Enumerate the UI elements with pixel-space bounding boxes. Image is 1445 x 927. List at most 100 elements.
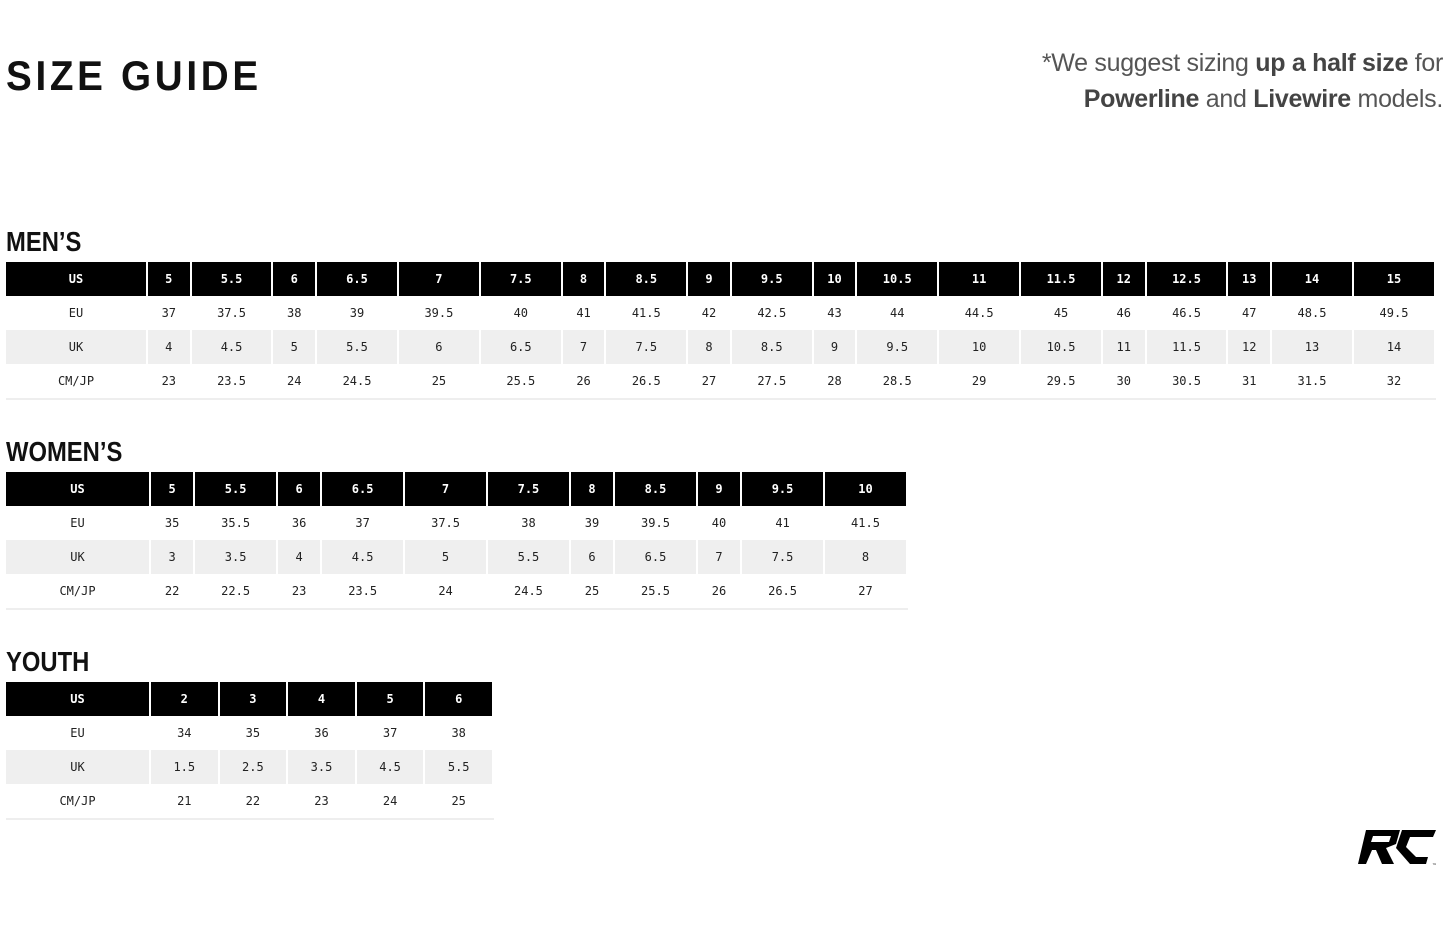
size-cell: 6 bbox=[277, 472, 323, 506]
size-cell: 31.5 bbox=[1271, 364, 1354, 400]
size-cell: 38 bbox=[487, 506, 571, 540]
size-cell: 22 bbox=[218, 784, 289, 820]
size-cell: 6.5 bbox=[614, 540, 698, 574]
size-cell: 13 bbox=[1227, 262, 1273, 296]
size-cell: 9 bbox=[812, 330, 858, 364]
size-cell: 13 bbox=[1271, 330, 1354, 364]
size-cell: 4.5 bbox=[321, 540, 406, 574]
size-cell: 5 bbox=[404, 540, 488, 574]
size-row-uk: UK 3 3.5 4 4.5 5 5.5 6 6.5 7 7.5 8 bbox=[6, 540, 908, 574]
size-row-uk: UK 1.5 2.5 3.5 4.5 5.5 bbox=[6, 750, 494, 784]
size-cell: 7 bbox=[404, 472, 488, 506]
size-cell: 4 bbox=[147, 330, 192, 364]
size-cell: 44.5 bbox=[938, 296, 1022, 330]
size-cell: 48.5 bbox=[1271, 296, 1354, 330]
size-cell: 15 bbox=[1352, 262, 1437, 296]
size-cell: 25 bbox=[424, 784, 494, 820]
size-cell: 10.5 bbox=[1020, 330, 1103, 364]
size-row-us: US 2 3 4 5 6 bbox=[6, 682, 494, 716]
size-cell: 34 bbox=[150, 716, 220, 750]
size-cell: 27 bbox=[824, 574, 908, 610]
size-cell: 12 bbox=[1227, 330, 1273, 364]
size-cell: 36 bbox=[277, 506, 323, 540]
size-cell: 31 bbox=[1227, 364, 1273, 400]
size-cell: 8.5 bbox=[614, 472, 698, 506]
size-cell: 8 bbox=[561, 262, 607, 296]
size-cell: 8 bbox=[687, 330, 732, 364]
size-cell: 39 bbox=[316, 296, 399, 330]
size-cell: 37 bbox=[355, 716, 426, 750]
size-cell: 32 bbox=[1352, 364, 1437, 400]
size-cell: 10 bbox=[938, 330, 1022, 364]
size-row-eu: EU 37 37.5 38 39 39.5 40 41 41.5 42 42.5 43 44 44.5 45… bbox=[6, 296, 1437, 330]
row-label: UK bbox=[6, 330, 148, 364]
size-cell: 29.5 bbox=[1020, 364, 1103, 400]
size-row-cm-jp: CM/JP 21 22 23 24 25 bbox=[6, 784, 494, 820]
size-cell: 6.5 bbox=[321, 472, 406, 506]
size-cell: 39 bbox=[569, 506, 616, 540]
row-label: EU bbox=[6, 296, 148, 330]
row-label: US bbox=[6, 682, 151, 716]
note-text: for bbox=[1408, 49, 1444, 77]
size-cell: 21 bbox=[150, 784, 220, 820]
size-cell: 28 bbox=[812, 364, 858, 400]
size-row-uk: UK 4 4.5 5 5.5 6 6.5 7 7.5 8 8.5 9 9.5 10 10.5 11 11.5 12… bbox=[6, 330, 1437, 364]
size-cell: 9.5 bbox=[741, 472, 825, 506]
size-cell: 7 bbox=[397, 262, 481, 296]
size-cell: 45 bbox=[1020, 296, 1103, 330]
size-cell: 3.5 bbox=[194, 540, 279, 574]
size-cell: 46.5 bbox=[1145, 296, 1229, 330]
size-cell: 7.5 bbox=[605, 330, 689, 364]
size-cell: 23 bbox=[147, 364, 192, 400]
note-text: and bbox=[1199, 85, 1254, 113]
size-cell: 30.5 bbox=[1145, 364, 1229, 400]
youth-heading: YOUTH bbox=[6, 646, 90, 677]
size-cell: 39.5 bbox=[614, 506, 698, 540]
size-cell: 3.5 bbox=[287, 750, 357, 784]
size-row-eu: EU 35 35.5 36 37 37.5 38 39 39.5 40 41 41.5 bbox=[6, 506, 908, 540]
size-cell: 7.5 bbox=[479, 262, 563, 296]
size-cell: 24 bbox=[272, 364, 318, 400]
size-cell: 41 bbox=[561, 296, 607, 330]
size-cell: 42.5 bbox=[730, 296, 814, 330]
size-cell: 22.5 bbox=[194, 574, 279, 610]
size-cell: 5.5 bbox=[190, 262, 274, 296]
size-cell: 23 bbox=[277, 574, 323, 610]
size-cell: 5 bbox=[147, 262, 192, 296]
size-row-us: US 5 5.5 6 6.5 7 7.5 8 8.5 9 9.5 10 bbox=[6, 472, 908, 506]
size-cell: 47 bbox=[1227, 296, 1273, 330]
size-cell: 42 bbox=[687, 296, 732, 330]
size-cell: 46 bbox=[1101, 296, 1147, 330]
size-cell: 36 bbox=[287, 716, 357, 750]
row-label: US bbox=[6, 262, 148, 296]
size-cell: 9 bbox=[696, 472, 743, 506]
size-row-eu: EU 34 35 36 37 38 bbox=[6, 716, 494, 750]
size-cell: 5.5 bbox=[487, 540, 571, 574]
size-cell: 38 bbox=[272, 296, 318, 330]
note-emphasis: up a half size bbox=[1255, 49, 1409, 77]
size-row-us: US 5 5.5 6 6.5 7 7.5 8 8.5 9 9.5 10 10.5 11 11.5 12 12.5… bbox=[6, 262, 1437, 296]
size-cell: 5 bbox=[355, 682, 426, 716]
size-cell: 8 bbox=[824, 540, 908, 574]
size-cell: 26.5 bbox=[605, 364, 689, 400]
note-text: *We suggest sizing bbox=[1041, 49, 1256, 77]
size-cell: 7.5 bbox=[487, 472, 571, 506]
size-cell: 27.5 bbox=[730, 364, 814, 400]
size-cell: 1.5 bbox=[150, 750, 220, 784]
size-cell: 39.5 bbox=[397, 296, 481, 330]
size-cell: 28.5 bbox=[856, 364, 940, 400]
mens-size-table: US 5 5.5 6 6.5 7 7.5 8 8.5 9 9.5 10 10.5 11 11.5 12 12.5… bbox=[6, 262, 1437, 400]
size-cell: 11.5 bbox=[1020, 262, 1103, 296]
trademark-mark: ™ bbox=[1432, 863, 1437, 868]
size-cell: 35.5 bbox=[194, 506, 279, 540]
size-cell: 26 bbox=[696, 574, 743, 610]
size-cell: 8 bbox=[569, 472, 616, 506]
note-text: models. bbox=[1350, 85, 1444, 113]
page-title: SIZE GUIDE bbox=[6, 52, 262, 99]
size-cell: 2 bbox=[150, 682, 220, 716]
size-cell: 27 bbox=[687, 364, 732, 400]
size-cell: 44 bbox=[856, 296, 940, 330]
size-cell: 26.5 bbox=[741, 574, 825, 610]
size-cell: 23 bbox=[287, 784, 357, 820]
size-cell: 5.5 bbox=[424, 750, 494, 784]
